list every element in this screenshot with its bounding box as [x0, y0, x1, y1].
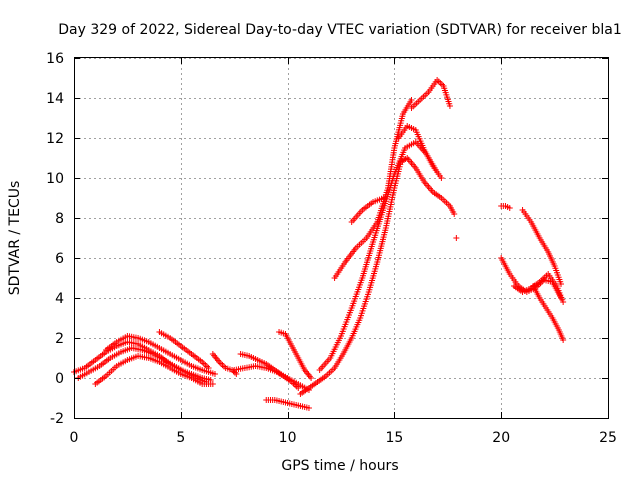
- data-point: [231, 369, 238, 376]
- y-tick-label: 4: [55, 291, 64, 307]
- y-tick-labels: -2 0 2 4 6 8 10 12 14 16: [46, 51, 64, 427]
- series-arc-11: [297, 155, 458, 397]
- data-point: [560, 299, 567, 305]
- x-tick-label: 0: [70, 430, 79, 446]
- series-arc-4: [103, 333, 218, 377]
- data-point: [380, 195, 387, 201]
- data-point: [305, 405, 312, 411]
- series-arc-18: [498, 203, 513, 211]
- series-arc-13: [331, 97, 415, 281]
- data-point: [438, 175, 445, 181]
- series-arc-14: [348, 195, 387, 225]
- series-arc-3: [92, 353, 216, 387]
- data-point: [209, 381, 216, 387]
- data-point: [451, 211, 458, 217]
- x-tick-label: 20: [492, 430, 510, 446]
- data-point: [408, 97, 415, 103]
- x-tick-label: 10: [279, 430, 297, 446]
- series-isolated: [453, 235, 460, 241]
- series-arc-5: [156, 329, 212, 371]
- series-arc-9: [263, 397, 312, 411]
- x-axis-label: GPS time / hours: [281, 458, 398, 474]
- y-tick-label: 8: [55, 211, 64, 227]
- series-arc-16: [395, 123, 445, 181]
- y-tick-label: 2: [55, 331, 64, 347]
- grid: [74, 58, 609, 419]
- series-arc-15: [408, 77, 453, 111]
- y-tick-label: -2: [50, 411, 64, 427]
- chart-title: Day 329 of 2022, Sidereal Day-to-day VTE…: [58, 22, 621, 38]
- y-tick-label: 16: [46, 51, 64, 67]
- series-arc-20: [519, 207, 565, 287]
- y-axis-label: SDTVAR / TECUs: [7, 181, 23, 296]
- axis-ticks: [74, 58, 609, 419]
- series-arc-2: [75, 345, 210, 385]
- series-arc-7: [237, 351, 302, 391]
- data-point: [205, 365, 212, 371]
- y-tick-label: 0: [55, 371, 64, 387]
- data-point: [558, 281, 565, 287]
- x-tick-label: 25: [599, 430, 617, 446]
- y-tick-label: 14: [46, 91, 64, 107]
- x-tick-label: 15: [385, 430, 403, 446]
- y-tick-label: 10: [46, 171, 64, 187]
- series-arc-21: [530, 283, 567, 343]
- data-point: [211, 371, 218, 377]
- data-point: [453, 235, 460, 241]
- data-point: [446, 103, 453, 109]
- series-arc-10: [276, 329, 315, 381]
- data-point: [506, 205, 513, 211]
- series-arc-19: [511, 271, 567, 305]
- data-point: [560, 337, 567, 343]
- data-points: [71, 77, 567, 411]
- y-tick-label: 12: [46, 131, 64, 147]
- x-tick-labels: 0 5 10 15 20 25: [70, 430, 617, 446]
- y-tick-label: 6: [55, 251, 64, 267]
- x-tick-label: 5: [176, 430, 185, 446]
- data-point: [308, 375, 315, 381]
- plot-frame: [74, 57, 609, 419]
